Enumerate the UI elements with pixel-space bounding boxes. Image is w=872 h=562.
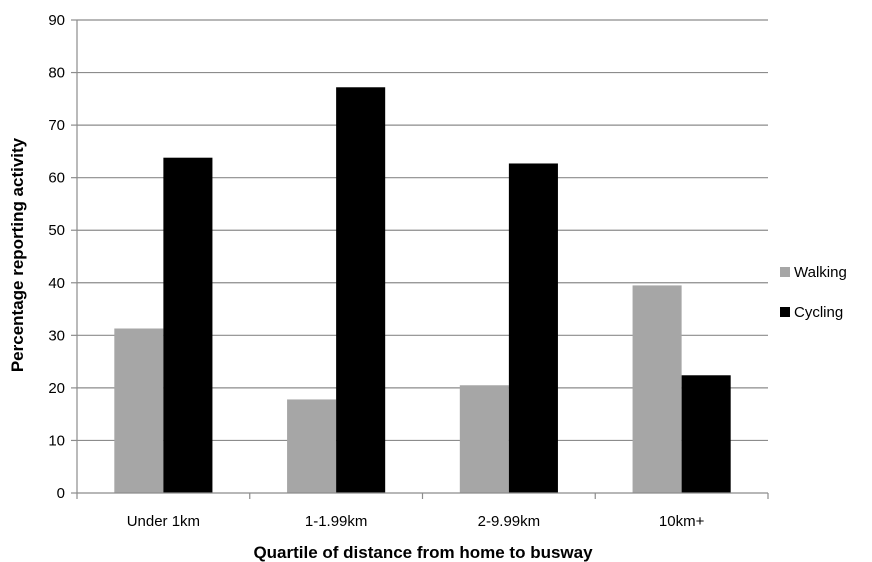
y-tick-label: 50 (48, 222, 65, 239)
axes (71, 19, 769, 499)
x-axis-title: Quartile of distance from home to busway (253, 543, 593, 562)
bar-cycling-2 (336, 87, 386, 493)
y-tick-label: 80 (48, 65, 65, 82)
x-tick-label: 1-1.99km (305, 513, 368, 530)
tick-labels: 0 10 20 30 40 50 60 70 80 90 Under 1km 1-1.99km 2-9.… (48, 12, 704, 530)
y-tick-label: 90 (48, 12, 65, 29)
legend-swatch-walking (780, 267, 790, 277)
y-tick-label: 0 (57, 485, 65, 502)
bar-cycling-3 (508, 163, 558, 493)
y-tick-label: 40 (48, 275, 65, 292)
legend-swatch-cycling (780, 307, 790, 317)
legend-label-cycling: Cycling (794, 304, 843, 321)
bar-cycling-4 (681, 375, 731, 493)
y-tick-label: 20 (48, 380, 65, 397)
x-tick-label: Under 1km (127, 513, 200, 530)
x-tick-label: 2-9.99km (478, 513, 541, 530)
y-tick-label: 10 (48, 432, 65, 449)
bars (114, 87, 731, 493)
y-tick-label: 70 (48, 117, 65, 134)
legend-label-walking: Walking (794, 264, 847, 281)
legend: Walking Cycling (780, 264, 847, 321)
bar-walking-4 (632, 285, 682, 493)
bar-walking-2 (287, 399, 337, 493)
y-tick-label: 60 (48, 170, 65, 187)
y-axis-title: Percentage reporting activity (8, 137, 27, 372)
y-tick-label: 30 (48, 327, 65, 344)
bar-walking-1 (114, 328, 164, 493)
bar-walking-3 (459, 385, 509, 493)
x-tick-label: 10km+ (659, 513, 705, 530)
bar-cycling-1 (163, 157, 213, 493)
